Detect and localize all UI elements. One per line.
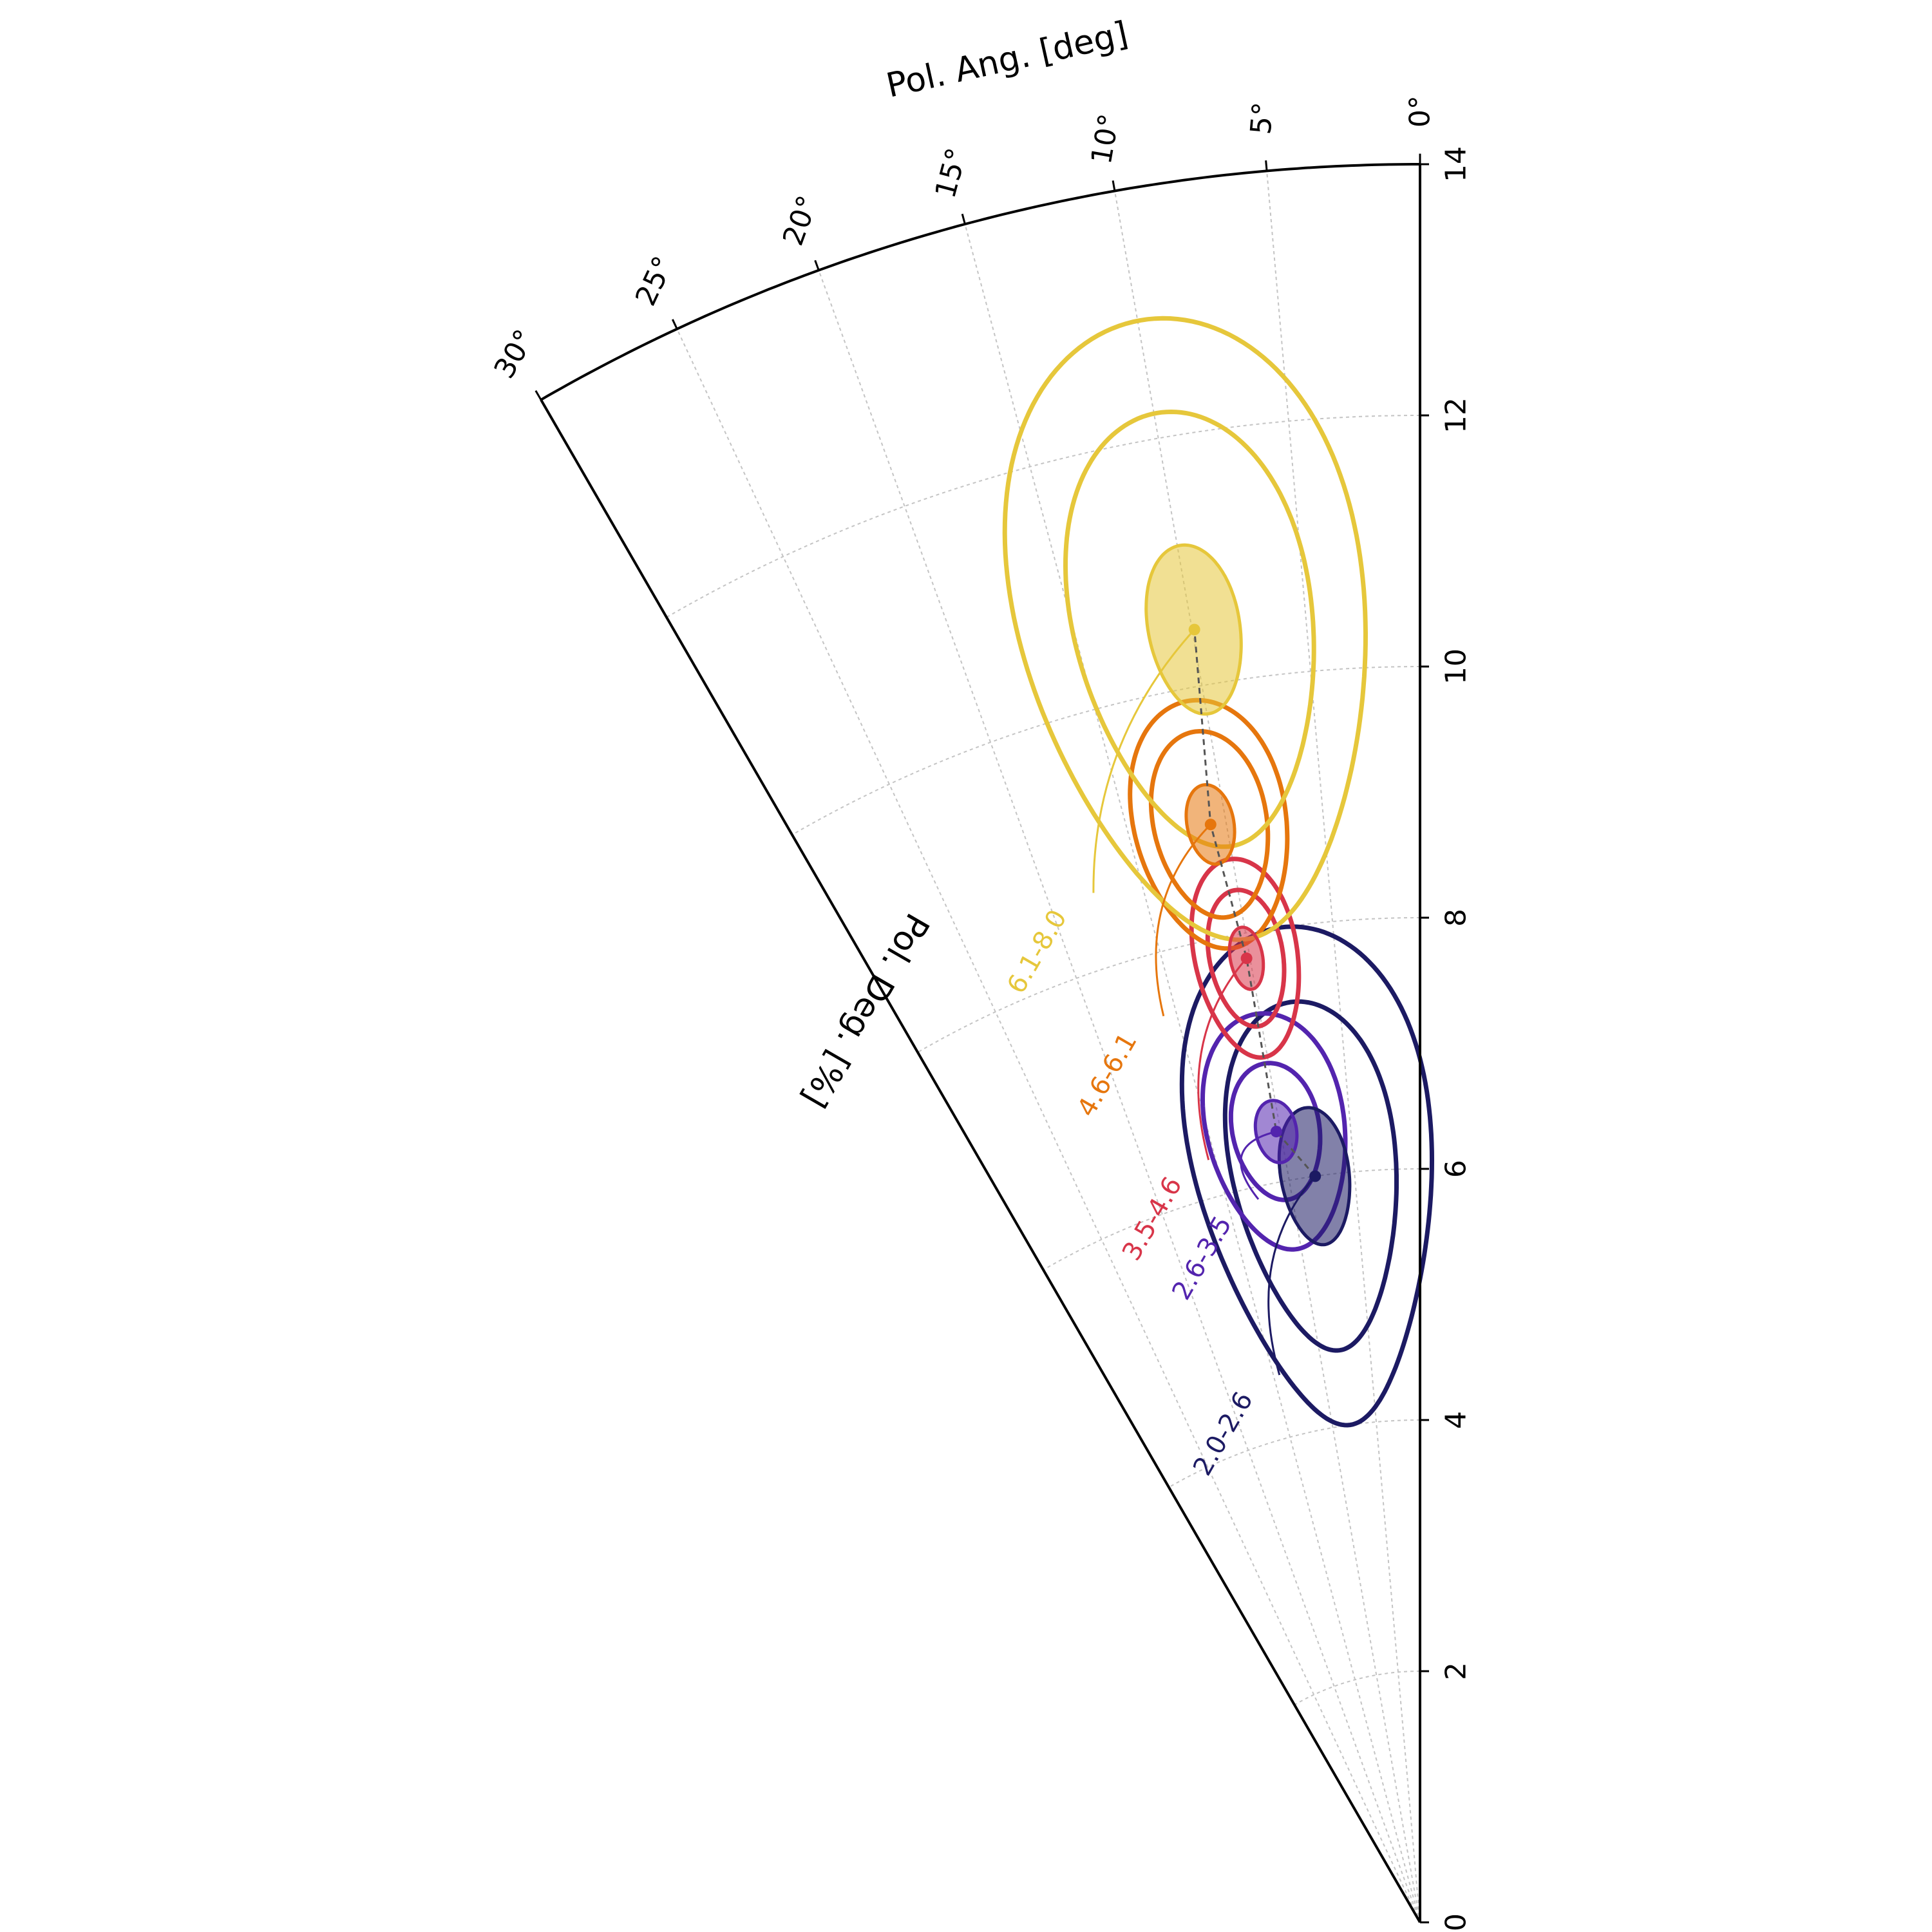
grid-layer [666, 171, 1421, 1923]
series-label: 2.6-3.5 [1166, 1211, 1238, 1305]
r-tick-label: 6 [1440, 1160, 1473, 1178]
contour [1179, 924, 1435, 1428]
r-tick-label: 12 [1440, 397, 1473, 433]
label-leader [1155, 824, 1211, 1017]
grid-ray [676, 328, 1421, 1923]
theta-axis-label: Pol. Ang. [deg] [883, 15, 1132, 106]
grid-ray [818, 270, 1421, 1923]
axis-frame [535, 153, 1429, 1924]
series-point [1204, 819, 1217, 831]
contour [1200, 1011, 1348, 1252]
data-layer [1002, 316, 1435, 1428]
series-point [1309, 1170, 1321, 1182]
series-label: 6.1-8.0 [1001, 905, 1073, 999]
theta-tick [1112, 180, 1116, 191]
contour [1222, 999, 1399, 1353]
label-leader [1267, 1175, 1316, 1376]
theta-tick-label: 15° [929, 145, 974, 202]
theta-tick-label: 0° [1404, 95, 1437, 128]
r-tick-label: 10 [1440, 649, 1473, 685]
r-tick-label: 8 [1440, 909, 1473, 927]
theta-tick-label: 25° [629, 251, 680, 310]
outer-arc [540, 163, 1420, 401]
label-layer: Pol. Ang. [deg] Pol. Deg. [%] 0 2 4 6 8 10 12 1… [488, 15, 1472, 1931]
theta-tick-label: 20° [777, 191, 825, 250]
label-leader [1240, 1130, 1277, 1200]
r-axis-label: Pol. Deg. [%] [795, 907, 936, 1114]
series-point [1240, 952, 1253, 965]
r-tick-label: 14 [1440, 146, 1473, 182]
theta-tick [961, 213, 966, 225]
theta-tick-label: 30° [488, 324, 541, 384]
label-leader [1197, 958, 1247, 1160]
theta-tick-label: 10° [1085, 111, 1126, 167]
grid-arc [1294, 1671, 1420, 1706]
r-tick-label: 2 [1440, 1662, 1473, 1680]
theta-tick [535, 390, 542, 401]
series-label: 4.6-6.1 [1072, 1028, 1143, 1122]
contour [1148, 729, 1271, 920]
grid-ray [1266, 171, 1421, 1923]
series-point [1270, 1126, 1282, 1138]
theta-tick [814, 260, 820, 271]
series-label: 2.0-2.6 [1188, 1387, 1259, 1481]
grid-arc [917, 917, 1420, 1053]
series-label: 3.5-4.6 [1117, 1172, 1188, 1266]
grid-ray [964, 223, 1421, 1923]
theta-tick [1265, 160, 1268, 171]
theta-tick [671, 319, 678, 330]
grid-arc [1168, 1419, 1420, 1488]
series-point [1188, 623, 1200, 636]
theta-tick-label: 5° [1244, 101, 1280, 136]
r-tick-label: 0 [1440, 1913, 1473, 1931]
wedge-edge-max [540, 399, 1421, 1924]
r-tick-label: 4 [1440, 1411, 1473, 1429]
label-leader [1092, 629, 1195, 893]
